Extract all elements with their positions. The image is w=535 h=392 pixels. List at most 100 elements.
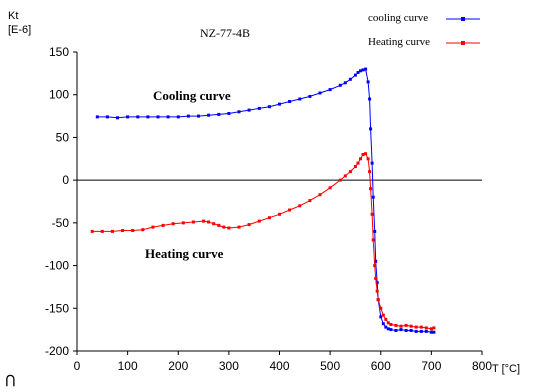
- data-point: [399, 324, 403, 328]
- data-point: [151, 225, 155, 229]
- data-point: [379, 315, 383, 319]
- data-point: [267, 105, 271, 109]
- legend-label-heating: Heating curve: [368, 36, 430, 48]
- data-point: [237, 110, 241, 114]
- data-point: [353, 165, 357, 168]
- data-point: [366, 80, 370, 84]
- data-point: [394, 329, 398, 332]
- data-point: [414, 325, 418, 329]
- data-point: [409, 329, 413, 332]
- data-point: [95, 115, 99, 119]
- data-point: [222, 225, 226, 229]
- data-point: [146, 115, 150, 119]
- data-point: [288, 208, 292, 212]
- y-tick-label: -100: [45, 259, 69, 273]
- data-point: [156, 115, 160, 119]
- data-point: [212, 222, 216, 226]
- data-point: [376, 298, 380, 302]
- chart-title: NZ-77-4B: [200, 26, 250, 40]
- data-point: [429, 327, 433, 331]
- data-point: [110, 229, 114, 233]
- data-point: [374, 259, 378, 263]
- data-point: [375, 281, 379, 285]
- data-point: [404, 323, 408, 327]
- data-point: [371, 195, 375, 199]
- data-point: [389, 323, 393, 326]
- data-point: [373, 264, 377, 268]
- data-point: [100, 229, 104, 233]
- data-point: [370, 212, 374, 216]
- data-point: [361, 153, 365, 156]
- series-line-0: [97, 68, 434, 333]
- data-point: [247, 108, 251, 112]
- x-tick-label: 700: [421, 359, 441, 373]
- data-point: [394, 323, 398, 327]
- data-point: [374, 276, 378, 280]
- y-tick-label: 100: [49, 88, 69, 102]
- x-tick-label: 600: [371, 359, 391, 373]
- annotation-cooling: Cooling curve: [153, 88, 231, 103]
- legend-marker-cooling: [461, 17, 465, 21]
- data-point: [389, 328, 393, 332]
- data-point: [181, 221, 185, 225]
- data-point: [371, 238, 375, 242]
- y-tick-label: 0: [62, 173, 69, 187]
- data-point: [105, 115, 109, 119]
- data-point: [368, 170, 372, 174]
- data-point: [381, 322, 385, 326]
- data-point: [384, 325, 388, 329]
- x-tick-label: 100: [118, 359, 138, 373]
- ticks: -200 -150 -100 -50 0 50 100 150 0 100 200 300 400 500…: [45, 45, 492, 373]
- data-point: [419, 325, 423, 329]
- data-point: [353, 73, 357, 77]
- data-point: [328, 186, 332, 190]
- annotation-heating: Heating curve: [145, 246, 224, 261]
- data-point: [368, 97, 372, 101]
- data-point: [432, 330, 436, 334]
- data-point: [338, 83, 342, 87]
- y-tick-label: -200: [45, 344, 69, 358]
- y-tick-label: -150: [45, 301, 69, 315]
- data-point: [369, 187, 373, 191]
- data-point: [338, 178, 342, 182]
- data-point: [171, 222, 175, 226]
- data-point: [176, 115, 180, 119]
- data-point: [161, 223, 165, 227]
- data-point: [424, 326, 428, 330]
- legend-label-cooling: cooling curve: [368, 12, 428, 24]
- data-point: [364, 152, 368, 156]
- data-point: [116, 116, 119, 120]
- legend-marker-heating: [461, 41, 465, 45]
- data-point: [247, 223, 251, 227]
- x-tick-label: 0: [74, 359, 81, 373]
- data-point: [359, 157, 362, 161]
- data-point: [227, 112, 231, 115]
- data-point: [207, 220, 211, 224]
- data-point: [348, 170, 352, 174]
- data-point: [364, 67, 368, 71]
- data-point: [186, 114, 190, 118]
- x-tick-label: 800: [472, 359, 492, 373]
- y-tick-label: 50: [56, 130, 70, 144]
- data-point: [318, 193, 322, 197]
- data-point: [298, 97, 302, 101]
- data-point: [197, 114, 200, 118]
- data-point: [217, 223, 221, 227]
- data-point: [381, 313, 385, 317]
- data-point: [361, 68, 365, 72]
- data-point: [237, 225, 241, 229]
- data-point: [257, 106, 261, 110]
- data-point: [90, 229, 94, 233]
- data-point: [366, 157, 370, 161]
- data-point: [308, 199, 312, 203]
- data-point: [419, 329, 423, 333]
- x-tick-label: 300: [219, 359, 239, 373]
- data-point: [356, 161, 360, 165]
- data-point: [202, 219, 206, 223]
- x-axis-label: T [°C]: [492, 363, 520, 375]
- data-point: [399, 328, 403, 332]
- data-point: [384, 317, 388, 321]
- data-point: [308, 94, 312, 98]
- data-point: [298, 204, 302, 208]
